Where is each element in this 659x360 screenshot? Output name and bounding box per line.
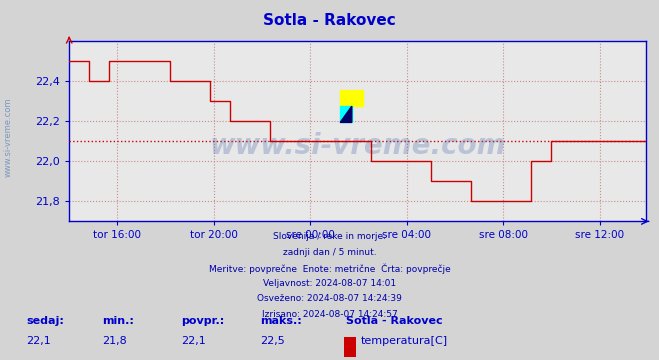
Text: Sotla - Rakovec: Sotla - Rakovec [346, 316, 443, 326]
Text: 22,1: 22,1 [26, 336, 51, 346]
Text: www.si-vreme.com: www.si-vreme.com [3, 97, 13, 176]
Text: Slovenija / reke in morje.: Slovenija / reke in morje. [273, 232, 386, 241]
Text: Osveženo: 2024-08-07 14:24:39: Osveženo: 2024-08-07 14:24:39 [257, 294, 402, 303]
Text: 22,5: 22,5 [260, 336, 285, 346]
Text: Veljavnost: 2024-08-07 14:01: Veljavnost: 2024-08-07 14:01 [263, 279, 396, 288]
Text: Izrisano: 2024-08-07 14:24:57: Izrisano: 2024-08-07 14:24:57 [262, 310, 397, 319]
Text: temperatura[C]: temperatura[C] [361, 336, 448, 346]
Text: maks.:: maks.: [260, 316, 302, 326]
Bar [340, 90, 363, 106]
Text: Sotla - Rakovec: Sotla - Rakovec [263, 13, 396, 28]
Text: 22,1: 22,1 [181, 336, 206, 346]
Text: povpr.:: povpr.: [181, 316, 225, 326]
Polygon shape [340, 106, 352, 122]
Text: sedaj:: sedaj: [26, 316, 64, 326]
Text: zadnji dan / 5 minut.: zadnji dan / 5 minut. [283, 248, 376, 257]
Text: Meritve: povprečne  Enote: metrične  Črta: povprečje: Meritve: povprečne Enote: metrične Črta:… [209, 263, 450, 274]
Text: www.si-vreme.com: www.si-vreme.com [210, 132, 505, 160]
Text: min.:: min.: [102, 316, 134, 326]
Bar [340, 106, 352, 122]
Text: 21,8: 21,8 [102, 336, 127, 346]
